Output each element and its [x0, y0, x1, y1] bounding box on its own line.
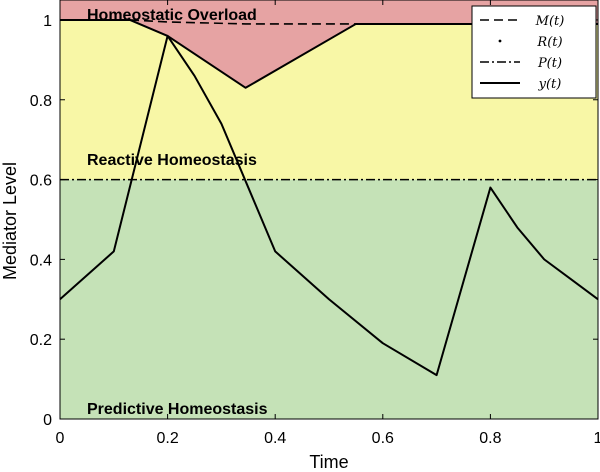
- legend-entry: y(t): [538, 77, 562, 92]
- x-tick-label: 1: [594, 430, 600, 447]
- x-tick-label: 0: [56, 430, 65, 447]
- y-tick-label: 0: [43, 412, 52, 429]
- y-tick-label: 0.2: [30, 332, 52, 349]
- legend-box: [471, 5, 597, 99]
- reactive-zone-boundary: [60, 18, 598, 89]
- y-tick-label: 0.8: [30, 93, 52, 110]
- axes-box: [59, 0, 599, 420]
- legend-entry: M(t): [535, 14, 565, 29]
- series-layer: [59, 18, 599, 377]
- axes: 0 0.2 0.4 0.6 0.8 1 0 0.2 0.4 0.6 0.8 1: [30, 0, 600, 447]
- x-axis-title: Time: [309, 452, 348, 472]
- y-tick-label: 0.6: [30, 173, 52, 190]
- legend-entry: P(t): [537, 56, 562, 71]
- legend: M(t) R(t) P(t) y(t): [471, 5, 597, 99]
- zone-reactive: [60, 19, 598, 180]
- zone-label-overload: Homeostatic Overload: [87, 7, 257, 24]
- zone-labels: Homeostatic Overload Reactive Homeostasis…: [87, 7, 268, 418]
- legend-entry: R(t): [536, 35, 562, 50]
- x-tick-label: 0.4: [264, 430, 286, 447]
- x-tick-label: 0.2: [156, 430, 178, 447]
- x-tick-label: 0.8: [479, 430, 501, 447]
- x-tick-label: 0.6: [372, 430, 394, 447]
- zone-label-predictive: Predictive Homeostasis: [87, 401, 268, 418]
- y-tick-label: 0.4: [30, 252, 52, 269]
- series-yt-line: [59, 34, 599, 377]
- legend-swatch: [498, 39, 502, 43]
- zone-label-reactive: Reactive Homeostasis: [87, 152, 257, 169]
- y-tick-label: 1: [43, 13, 52, 30]
- y-axis-title: Mediator Level: [0, 162, 20, 280]
